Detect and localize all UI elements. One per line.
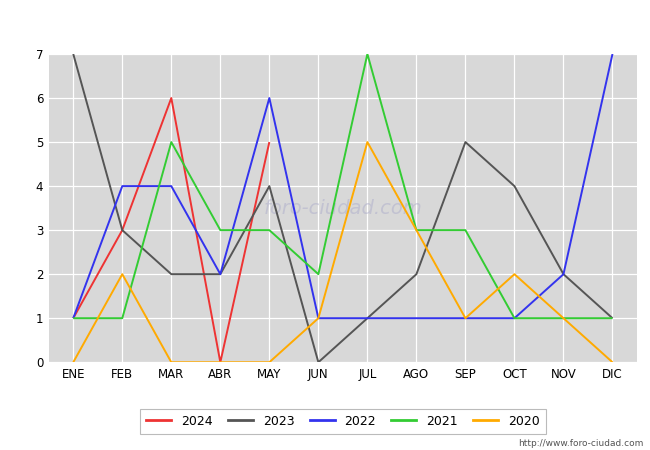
Text: Matriculaciones de Vehiculos en Palmera: Matriculaciones de Vehiculos en Palmera (155, 14, 495, 33)
Text: http://www.foro-ciudad.com: http://www.foro-ciudad.com (518, 439, 644, 448)
Legend: 2024, 2023, 2022, 2021, 2020: 2024, 2023, 2022, 2021, 2020 (140, 409, 546, 434)
Text: foro-ciudad.com: foro-ciudad.com (263, 198, 422, 218)
